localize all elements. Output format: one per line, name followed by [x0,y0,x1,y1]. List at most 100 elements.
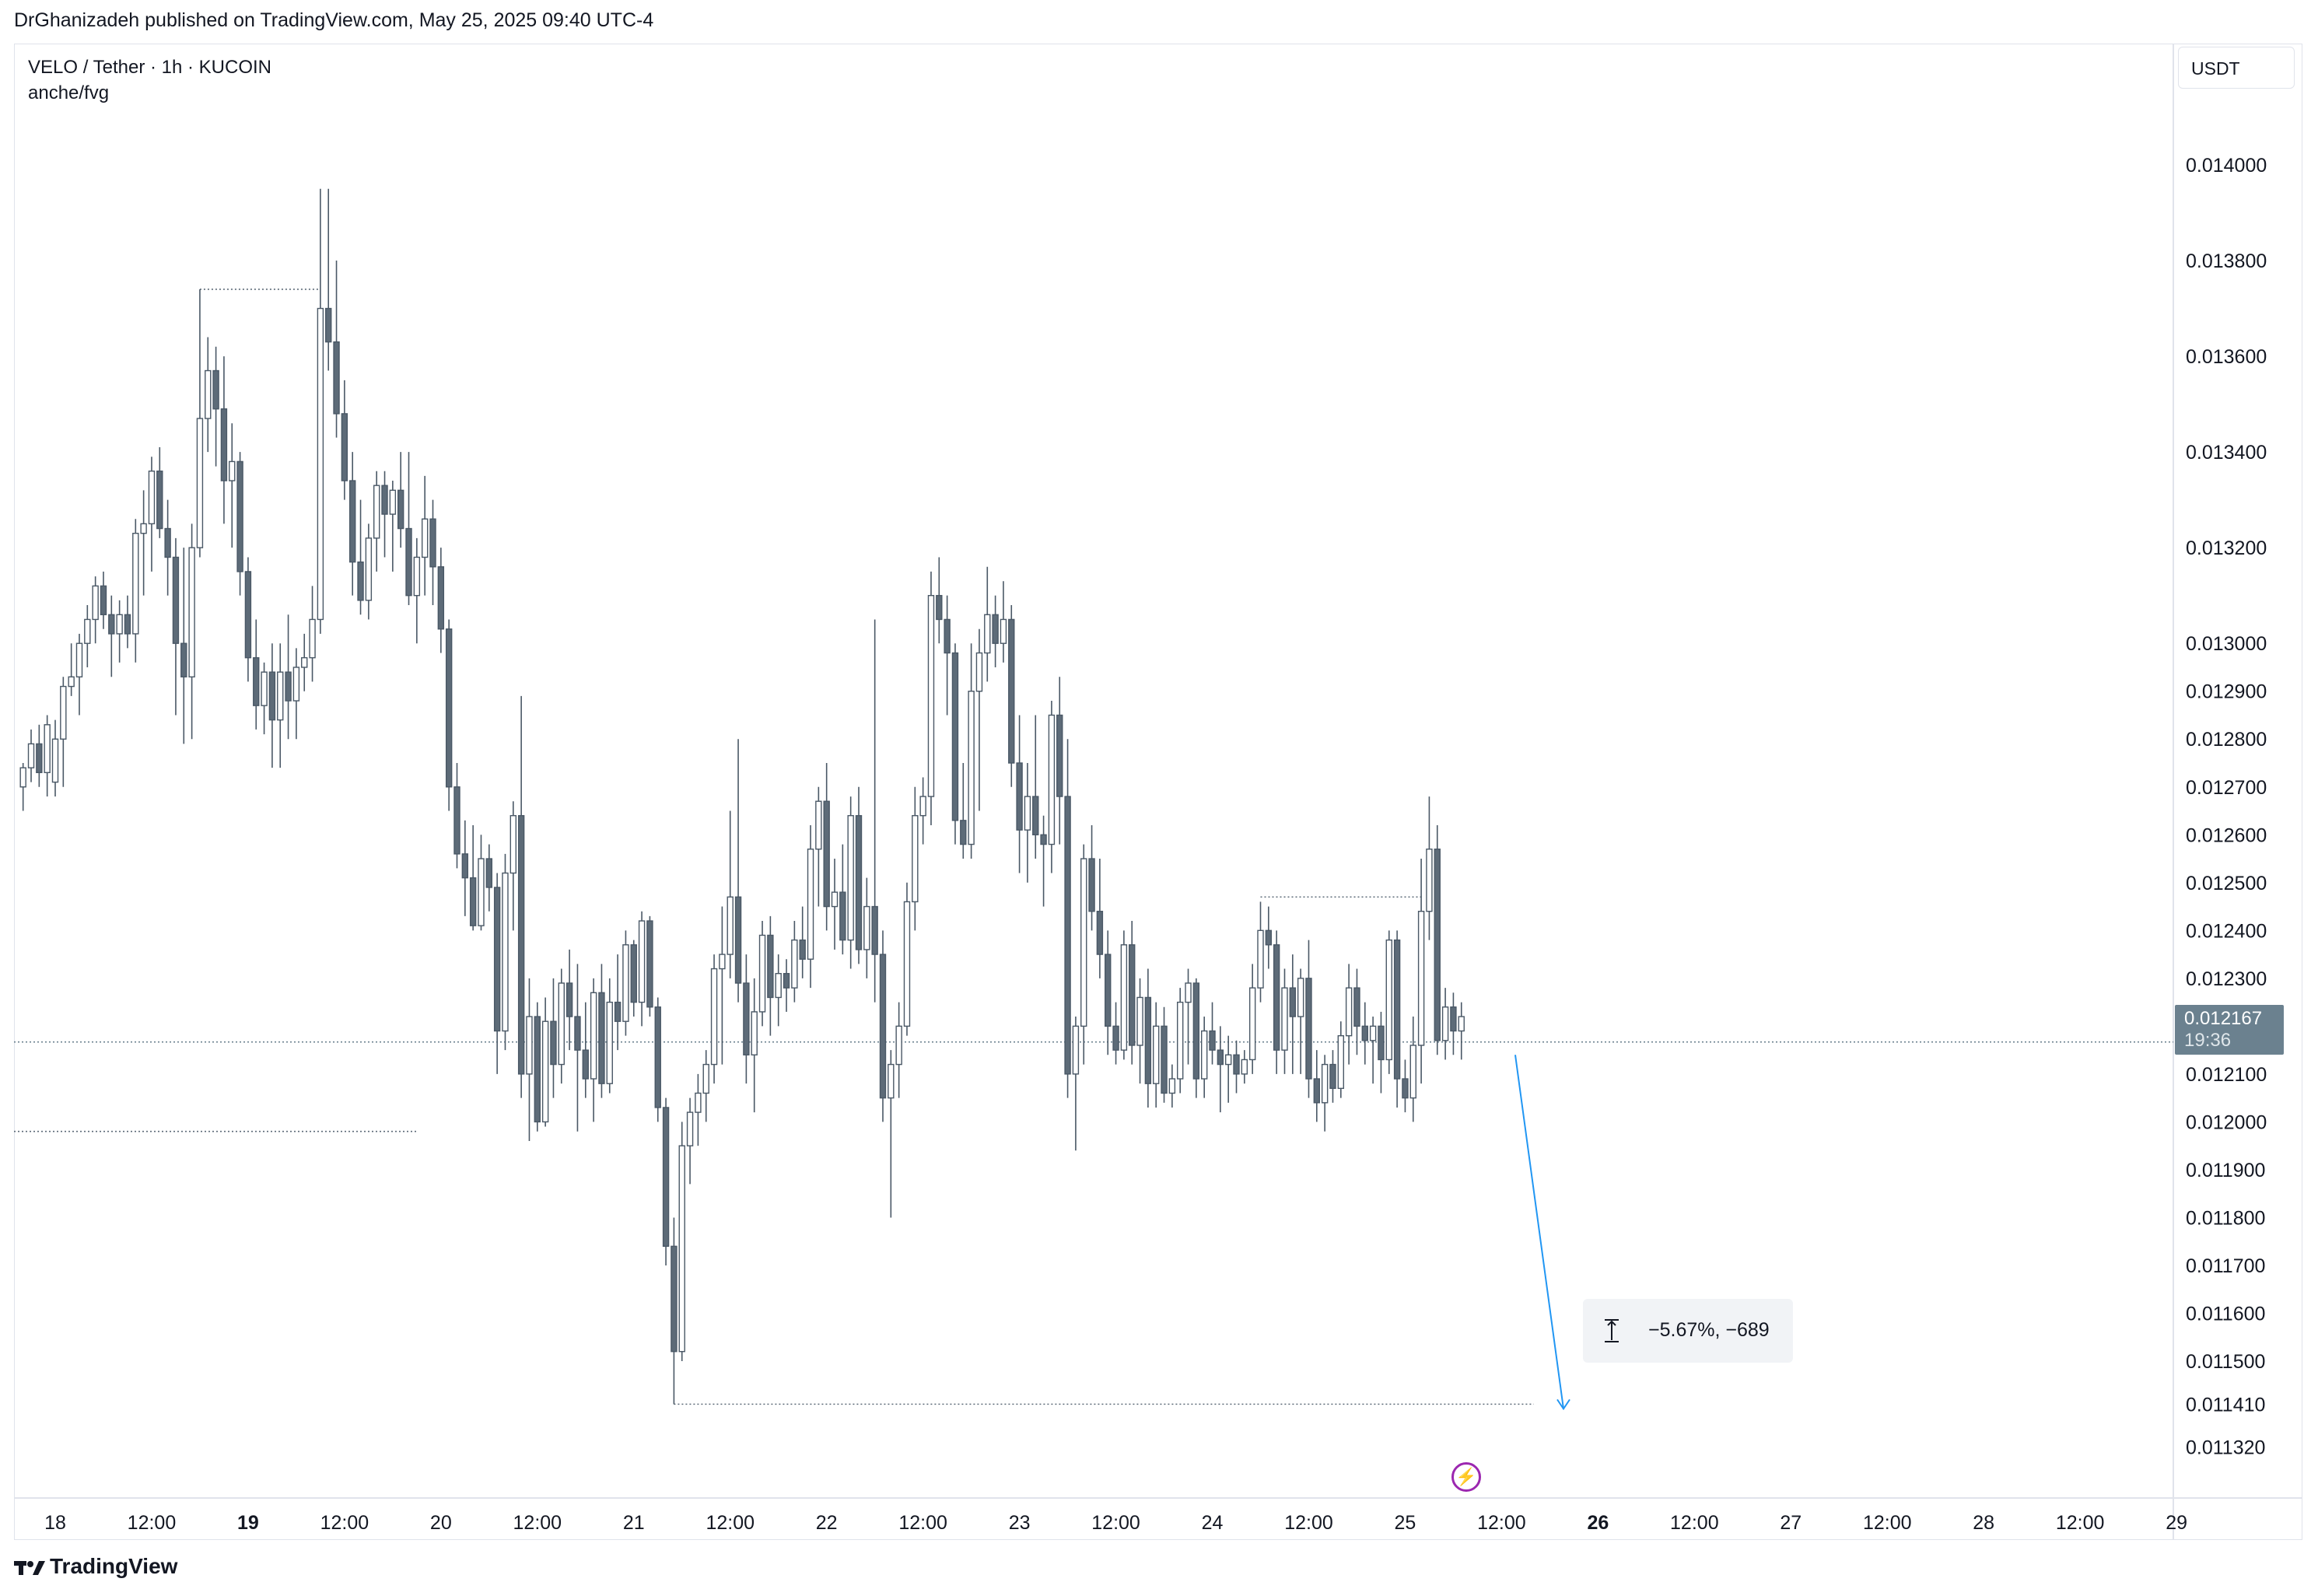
candle [75,633,83,716]
candle-body [164,527,171,558]
price-tick-label: 0.011410 [2186,1394,2265,1416]
candle [791,921,798,1003]
tradingview-logo[interactable]: TradingView [14,1554,177,1579]
candle [727,810,734,978]
candle-body [912,814,919,903]
candle [888,1050,895,1218]
candle [1209,1002,1216,1065]
candle-body [565,982,573,1017]
candle [1450,992,1457,1055]
candle-body [421,518,429,558]
candle-body [951,652,959,821]
candle [775,954,782,1027]
candle [574,964,581,1132]
candle [743,954,750,1084]
candle-body [277,671,284,721]
lightning-icon[interactable]: ⚡ [1451,1462,1481,1492]
candle-body [301,656,308,668]
candle-body [1040,834,1047,845]
indicator-title[interactable]: anche/fvg [28,82,110,103]
candle-body [461,853,469,879]
candle [1161,1006,1168,1103]
candle [863,877,870,978]
candle [1345,964,1353,1065]
candle [831,859,839,950]
price-tick-label: 0.012900 [2186,681,2267,703]
candle-body [140,523,147,534]
candle [27,729,35,782]
candle-body [1265,929,1273,946]
candle [719,906,726,1065]
candle-body [960,820,967,845]
time-tick-label: 21 [623,1512,645,1534]
candle-body [1024,796,1031,831]
price-tick-label: 0.012100 [2186,1064,2267,1086]
candle [1297,968,1304,1074]
candle-body [839,891,846,941]
candle-body [405,527,412,597]
candle [188,523,195,740]
candle-body [1112,1025,1119,1051]
candle [1129,921,1136,1065]
symbol-title[interactable]: VELO / Tether · 1h · KUCOIN [28,57,271,78]
candle-body [871,905,878,955]
candle [606,978,613,1094]
candle [1248,964,1256,1074]
candle [895,1002,902,1098]
candle [292,648,300,740]
candle-body [229,460,236,481]
price-axis[interactable]: 0.014000 0.013800 0.013600 0.013400 0.013200… [2186,155,2267,1459]
projection-arrowhead [1556,1398,1570,1411]
candle [1136,978,1143,1084]
symbol-legend[interactable]: VELO / Tether · 1h · KUCOIN anche/fvg [28,54,271,106]
measure-tooltip[interactable]: −5.67%, −689 [1583,1299,1793,1363]
candle [1233,1040,1240,1094]
candles [19,188,1465,1405]
candle [702,1050,709,1122]
candle [968,643,975,859]
candle [1024,763,1031,883]
candle [671,1217,678,1405]
time-tick-label: 12:00 [1670,1512,1719,1534]
candle-body [1233,1054,1240,1075]
candle [565,949,573,1051]
candle-body [775,972,782,999]
candle [662,1097,670,1265]
candle [1008,604,1015,787]
candle-body [975,652,983,692]
candle-body [614,1001,622,1022]
candle-body [895,1025,902,1066]
candle [783,959,790,1012]
candle [936,557,943,644]
candle [156,446,163,538]
candle [1040,815,1047,907]
candle-body [502,872,509,1032]
price-tick-label: 0.012500 [2186,873,2267,894]
candle-body [172,556,180,644]
candle-body [678,1145,685,1353]
candle-body [1032,796,1039,835]
candle-body [349,480,356,563]
candle [301,633,308,691]
chart-axes [14,44,2302,1540]
candle [51,719,59,797]
candle [196,289,204,558]
candle [268,643,276,768]
candle [1088,824,1095,931]
candle-body [823,800,830,908]
candle [558,968,565,1084]
candle [903,882,911,1036]
candle-body [1305,978,1312,1080]
candle [485,844,493,912]
time-axis[interactable]: 18 12:00 19 12:00 20 12:00 21 12:00 22 12:00 23 12:… [44,1512,2187,1534]
candle [1056,677,1063,845]
candle [1153,1002,1160,1108]
currency-button[interactable]: USDT [2178,47,2295,89]
candle [205,337,212,453]
price-tick-label: 0.011600 [2186,1303,2265,1325]
candle-body [381,485,388,515]
candle-body [1105,954,1112,1027]
candle-body [285,671,292,702]
candle [1417,859,1425,1084]
